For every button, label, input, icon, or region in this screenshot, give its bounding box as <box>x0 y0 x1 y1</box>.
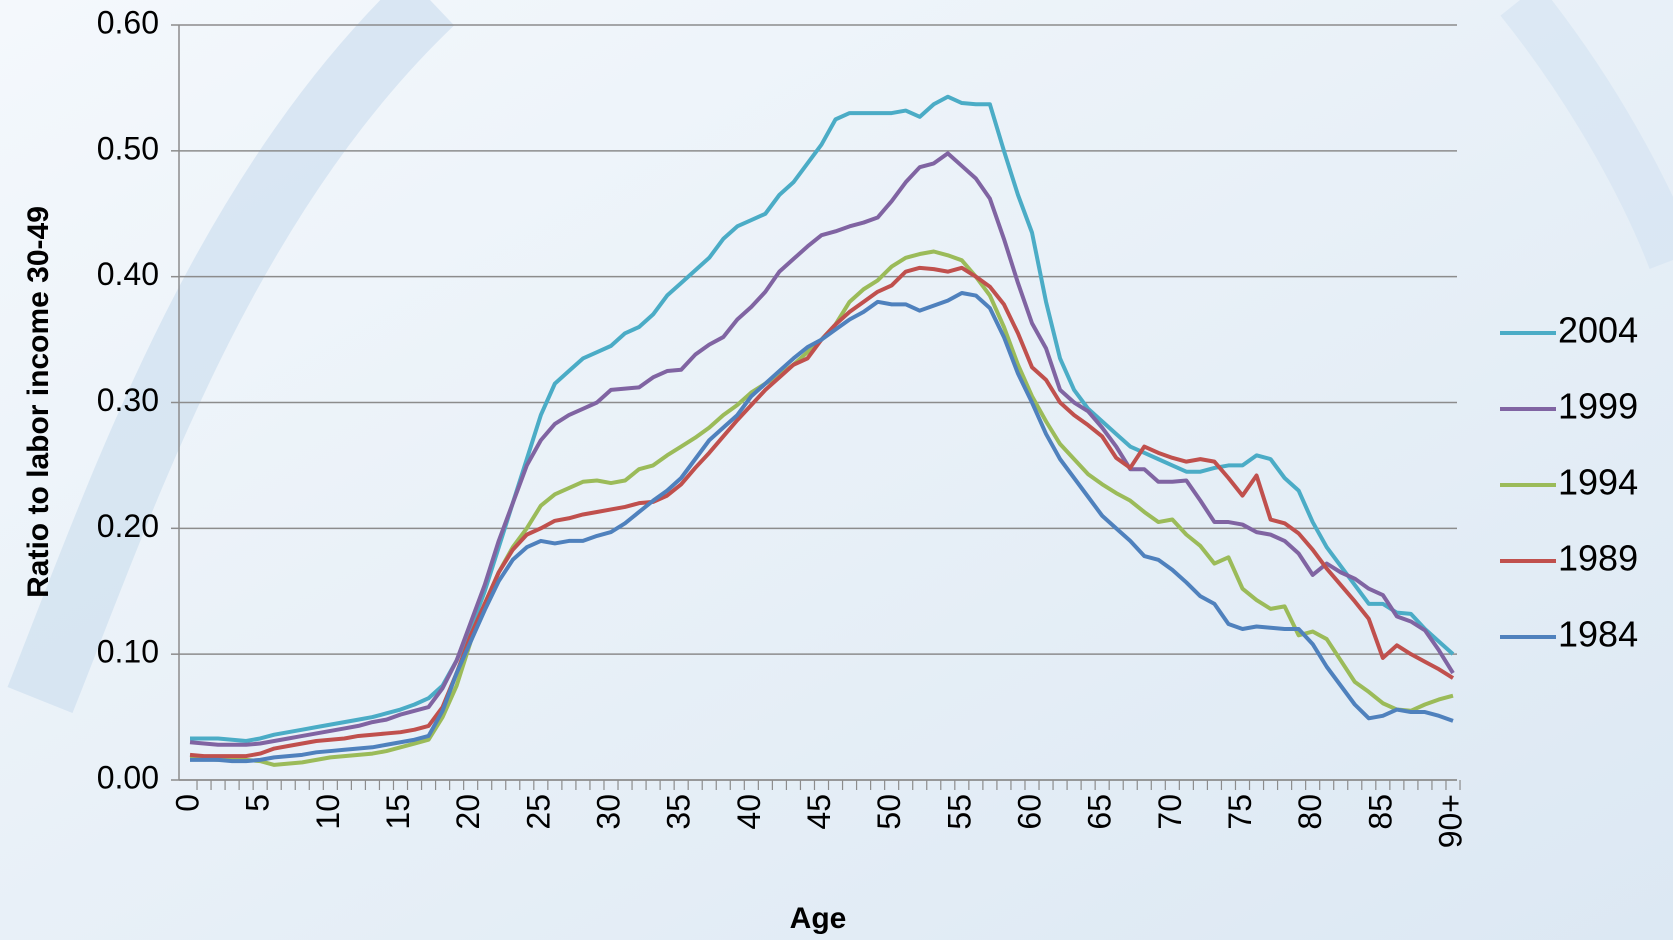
x-tick-label: 70 <box>1152 794 1188 830</box>
x-tick-label: 65 <box>1082 794 1118 830</box>
x-tick-label: 50 <box>871 794 907 830</box>
x-tick-label: 30 <box>590 794 626 830</box>
x-tick-label: 35 <box>661 794 697 830</box>
legend-label: 1999 <box>1558 386 1638 427</box>
y-tick-label: 0.00 <box>97 759 159 795</box>
x-tick-label: 40 <box>731 794 767 830</box>
y-tick-label: 0.50 <box>97 130 159 166</box>
y-tick-label: 0.20 <box>97 508 159 544</box>
y-axis-title: Ratio to labor income 30-49 <box>22 206 55 598</box>
x-tick-label: 0 <box>169 794 205 812</box>
x-tick-label: 75 <box>1222 794 1258 830</box>
x-tick-label: 20 <box>450 794 486 830</box>
line-series <box>190 94 1455 743</box>
x-tick-label: 15 <box>380 794 416 830</box>
legend-label: 1989 <box>1558 538 1638 579</box>
x-axis-title: Age <box>790 902 847 935</box>
y-tick-label: 0.10 <box>97 634 159 670</box>
line-series <box>189 151 1455 747</box>
x-tick-label: 45 <box>801 794 837 830</box>
x-tick-label: 25 <box>520 794 556 830</box>
line-series <box>190 291 1454 764</box>
x-tick-label: 5 <box>240 794 276 812</box>
y-tick-label: 0.40 <box>97 256 159 292</box>
x-tick-label: 55 <box>941 794 977 830</box>
y-tick-label: 0.60 <box>97 4 159 40</box>
decoration-arc <box>1500 0 1673 269</box>
legend-label: 1984 <box>1558 614 1638 655</box>
y-tick-label: 0.30 <box>97 382 159 418</box>
legend-label: 1994 <box>1558 462 1638 503</box>
decoration-arc <box>7 0 455 713</box>
x-tick-label: 10 <box>310 794 346 830</box>
x-tick-label: 60 <box>1011 794 1047 830</box>
x-tick-label: 85 <box>1362 794 1398 830</box>
x-tick-label: 90+ <box>1432 794 1468 848</box>
x-tick-label: 80 <box>1292 794 1328 830</box>
legend-label: 2004 <box>1558 310 1638 351</box>
